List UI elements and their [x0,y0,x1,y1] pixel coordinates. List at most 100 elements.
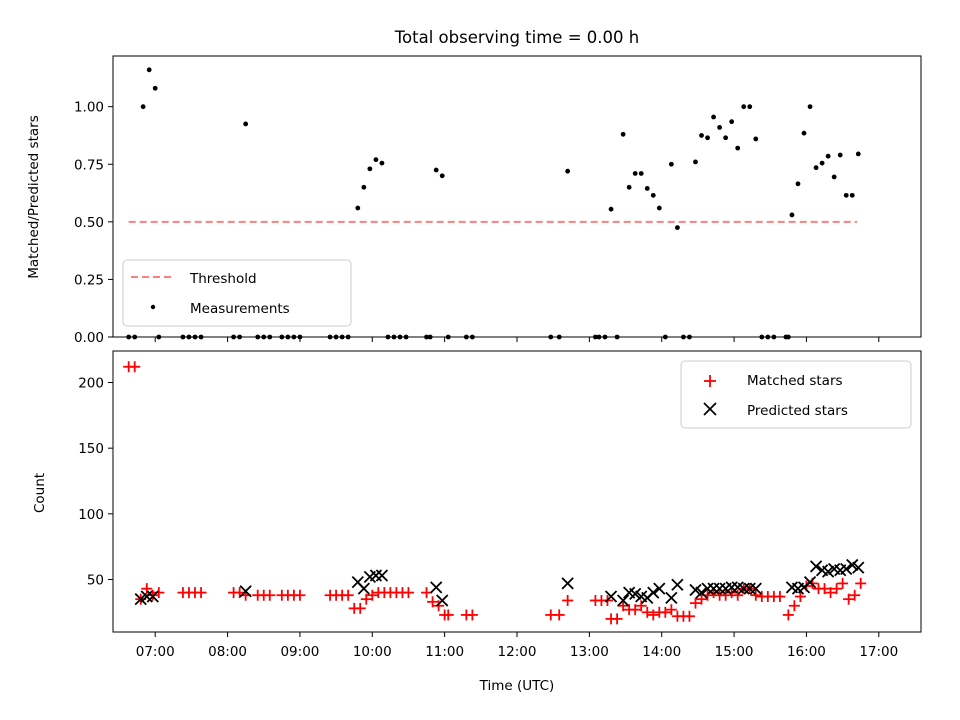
ratio-y-tick-label: 0.50 [74,215,104,231]
matched-star-marker [647,609,659,621]
matched-star-marker [635,600,647,612]
matched-star-marker [442,609,454,621]
predicted-star-marker [134,593,147,606]
measurement-point [656,205,662,211]
ratio-plot-area: 0.00 0.25 0.50 0.75 1.00 [74,55,922,346]
matched-star-marker [342,589,354,601]
matched-star-marker [837,577,849,589]
ratio-y-tick-label: 0.25 [74,272,104,288]
x-axis-label: Time (UTC) [479,678,555,694]
measurement-point [789,212,795,218]
matched-star-marker [831,583,843,595]
counts-x-tick-label: 07:00 [136,644,175,660]
measurement-point [373,157,379,163]
matched-star-marker [402,587,414,599]
matched-star-marker [843,593,855,605]
matched-star-marker [421,587,433,599]
measurement-point [608,206,614,212]
counts-axes-frame [112,350,922,633]
matched-star-marker [153,587,165,599]
predicted-star-marker [743,582,756,595]
measurement-point [379,160,385,166]
legend-threshold-label: Threshold [189,271,257,287]
predicted-star-marker [647,586,660,599]
counts-plot-area: 50 100 150 200 07:00 08:00 09:00 10:00 11:00 12:0… [78,350,922,660]
measurement-point [699,133,704,138]
legend-predicted-label: Predicted stars [747,403,848,419]
measurement-point [367,166,373,172]
measurement-point [243,121,249,127]
measurement-point [753,136,759,142]
predicted-star-marker [725,581,738,594]
matched-star-marker [354,602,366,614]
predicted-star-marker [430,581,443,594]
measurement-point [674,225,680,230]
measurement-point [565,168,571,174]
measurement-point [620,131,626,137]
counts-y-tick-label: 150 [78,441,104,457]
counts-x-tick-label: 13:00 [570,644,609,660]
predicted-star-marker [146,590,159,603]
predicted-star-marker [629,587,642,601]
ratio-y-tick-label: 0.00 [74,330,104,346]
measurement-point [638,171,644,176]
measurement-point [801,130,807,136]
measurement-point [632,171,638,176]
measurement-point [146,67,152,73]
predicted-star-marker [749,582,762,595]
predicted-star-marker [713,582,726,595]
matched-star-marker [683,610,695,622]
counts-x-tick-label: 09:00 [280,644,319,660]
predicted-star-marker [707,582,720,595]
measurement-point [650,192,656,198]
legend-matched-swatch [704,375,716,387]
matched-star-marker [195,587,207,599]
measurement-point [355,205,361,211]
predicted-star-marker [689,583,702,597]
measurement-point [855,151,861,157]
predicted-star-marker [840,562,853,576]
predicted-star-marker [375,569,389,582]
predicted-star-marker [809,560,823,573]
measurement-point [644,186,650,191]
predicted-star-marker [140,590,153,603]
matched-star-marker [129,361,141,373]
matched-star-marker [433,600,445,612]
matched-star-marker [294,589,306,601]
counts-x-tick-label: 12:00 [498,644,537,660]
predicted-star-marker [822,565,835,578]
predicted-star-marker [846,558,859,572]
ratio-axes-frame [112,55,922,338]
matched-star-marker [360,593,372,605]
matched-star-marker [726,587,738,599]
measurement-point [813,165,819,171]
predicted-star-marker [653,582,666,595]
matched-star-marker [794,591,806,603]
counts-y-tick-label: 50 [87,572,104,588]
matched-star-marker [427,596,439,608]
matched-star-marker [366,589,378,601]
measurement-point [717,125,723,130]
matched-star-marker [849,589,861,601]
matched-star-marker [617,600,629,612]
top-axes-ratio: 0.00 0.25 0.50 0.75 1.00 Matched/Predicted s… [26,55,922,346]
counts-x-tick-label: 15:00 [715,644,754,660]
measurement-point [795,181,801,187]
measurement-point [837,152,843,158]
predicted-star-marker [852,561,865,574]
measurement-point [439,173,445,179]
matched-star-marker [141,583,153,595]
ratio-legend: Threshold Measurements [122,259,352,327]
matched-star-marker [819,583,831,595]
measurement-point [711,114,716,120]
matched-star-marker [562,594,574,606]
matched-star-marker [641,606,653,618]
matched-star-marker [611,613,623,625]
matched-star-marker [659,606,671,618]
ratio-y-tick-label: 1.00 [74,100,104,116]
matched-star-marker [665,604,677,616]
measurement-point [849,192,855,198]
predicted-star-marker [239,585,252,598]
measurement-point [819,160,825,166]
matched-star-marker [466,609,478,621]
